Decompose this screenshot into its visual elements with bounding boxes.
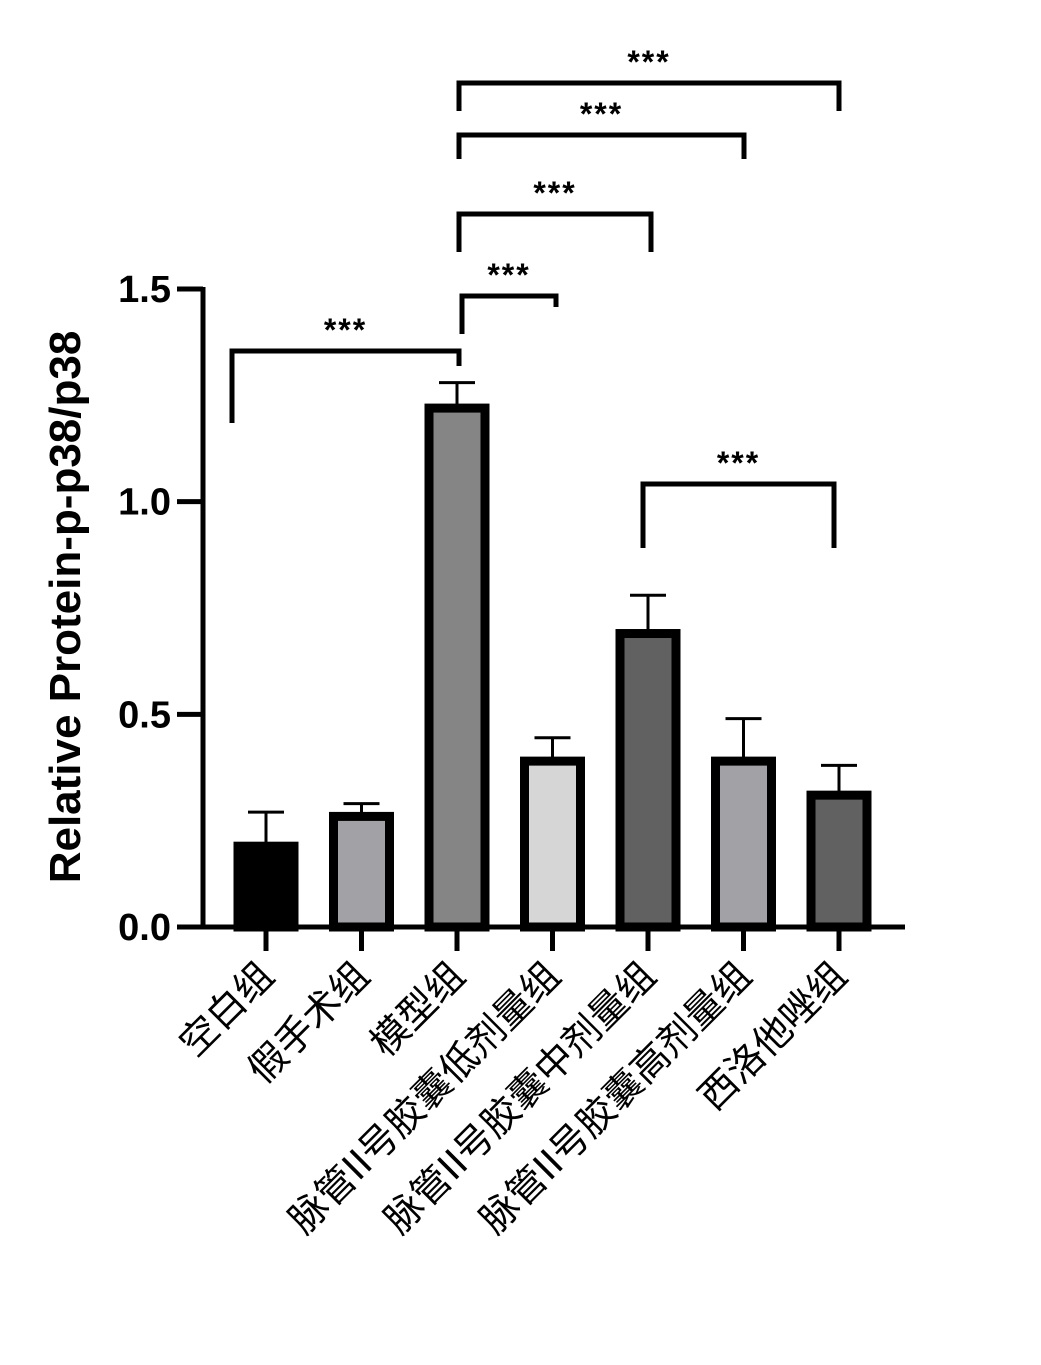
significance-bracket — [229, 348, 462, 423]
bar — [424, 403, 490, 932]
significance-label: *** — [324, 312, 367, 348]
significance-label: *** — [717, 445, 760, 481]
bars — [233, 403, 872, 951]
y-ticks: 0.0 0.5 1.0 1.5 — [118, 269, 203, 949]
y-tick-label: 1.0 — [118, 482, 171, 524]
significance-label: *** — [580, 96, 623, 132]
y-tick-label: 1.5 — [118, 269, 171, 311]
bar — [329, 811, 394, 932]
significance-bracket — [456, 80, 842, 111]
significance-label: *** — [627, 44, 670, 80]
bar — [520, 756, 585, 932]
y-tick-label: 0.5 — [118, 694, 171, 736]
significance-bracket — [456, 132, 747, 159]
significance-bracket — [459, 293, 559, 334]
category-labels: 空白组假手术组模型组脉管II号胶囊低剂量组脉管II号胶囊中剂量组脉管II号胶囊高… — [171, 953, 856, 1242]
y-tick-label: 0.0 — [118, 907, 171, 949]
significance-bracket — [640, 481, 837, 548]
error-bars — [248, 381, 857, 843]
bar — [615, 629, 681, 932]
significance-bracket — [456, 211, 654, 252]
bar — [806, 790, 872, 932]
significance-label: *** — [533, 175, 576, 211]
significance-label: *** — [487, 257, 530, 293]
bar — [233, 841, 299, 932]
significance-brackets: ****************** — [229, 44, 842, 548]
y-axis-label: Relative Protein-p-p38/p38 — [41, 331, 90, 884]
bar — [711, 756, 776, 932]
